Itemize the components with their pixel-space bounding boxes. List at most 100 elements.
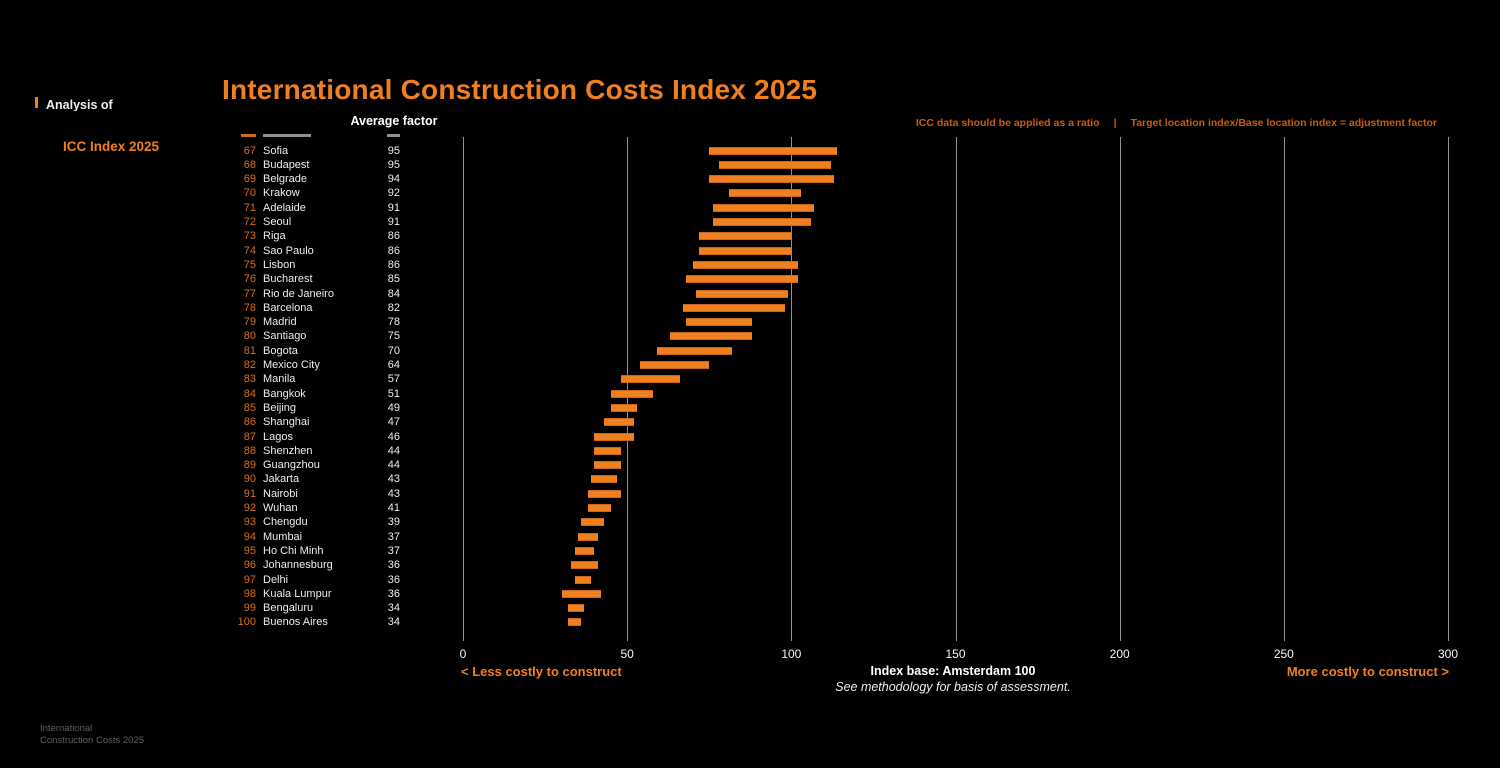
average-factor-value: 91	[387, 216, 400, 228]
index-base-note: Index base: Amsterdam 100 See methodolog…	[835, 664, 1071, 694]
city-label: Beijing	[263, 401, 297, 414]
city-label: Chengdu	[263, 516, 308, 529]
range-bar-ho-chi-minh	[574, 546, 595, 555]
range-bar-krakow	[728, 189, 802, 198]
city-label: Manila	[263, 373, 296, 386]
list-row-87: 87 Lagos 46	[220, 430, 400, 444]
city-label: Delhi	[263, 573, 289, 586]
range-bar-rio-de-janeiro	[696, 289, 789, 298]
rank-label: 100	[237, 616, 256, 629]
x-tick-label-150: 150	[945, 647, 966, 661]
city-label: Lagos	[263, 430, 293, 443]
range-bar-madrid	[686, 318, 752, 327]
list-row-74: 74 Sao Paulo 86	[220, 244, 400, 258]
list-row-80: 80 Santiago 75	[220, 329, 400, 343]
range-bar-buenos-aires	[568, 618, 582, 627]
average-factor-value: 44	[387, 459, 400, 472]
range-bar-chengdu	[581, 518, 605, 527]
rank-label: 91	[243, 487, 256, 500]
rank-label: 71	[243, 201, 256, 214]
range-bar-riga	[699, 232, 792, 241]
average-factor-value: 41	[387, 502, 400, 515]
range-bar-adelaide	[712, 203, 815, 212]
rank-label: 97	[243, 573, 256, 586]
range-bar-wuhan	[587, 504, 611, 513]
methodology-text: See methodology for basis of assessment.	[835, 680, 1071, 694]
city-label: Mexico City	[263, 359, 320, 372]
city-label: Bucharest	[263, 273, 313, 286]
x-tick-label-250: 250	[1273, 647, 1294, 661]
list-row-93: 93 Chengdu 39	[220, 515, 400, 529]
average-factor-value: 84	[387, 287, 400, 300]
average-factor-value: 64	[387, 359, 400, 372]
city-label: Johannesburg	[263, 559, 333, 572]
sidebar-section: Analysis of	[35, 96, 113, 111]
icc-index-chart: 0 50 100 150 200 250 300	[460, 137, 1458, 661]
range-bar-sao-paulo	[699, 246, 792, 255]
range-bar-delhi	[574, 575, 592, 584]
average-factor-value: 36	[387, 559, 400, 572]
rank-label: 92	[243, 502, 256, 515]
list-row-89: 89 Guangzhou 44	[220, 458, 400, 472]
city-label: Bangkok	[263, 387, 306, 400]
list-row-96: 96 Johannesburg 36	[220, 558, 400, 572]
city-label: Santiago	[263, 330, 307, 343]
city-label: Barcelona	[263, 301, 313, 314]
gridline-0	[463, 137, 464, 641]
average-factor-value: 86	[387, 244, 400, 257]
rank-label: 70	[243, 187, 256, 200]
rank-label: 68	[243, 158, 256, 171]
average-factor-value: 47	[387, 416, 400, 429]
average-factor-value: 70	[387, 344, 400, 357]
gridline-150	[955, 137, 957, 641]
rank-label: 77	[243, 287, 256, 300]
average-factor-value: 37	[387, 530, 400, 543]
sidebar-tick-icon	[35, 97, 38, 108]
list-row-100: 100 Buenos Aires 34	[220, 615, 400, 629]
range-bar-mexico-city	[640, 361, 710, 370]
rank-label: 83	[243, 373, 256, 386]
city-label: Adelaide	[263, 201, 306, 214]
range-bar-nairobi	[587, 489, 621, 498]
gridline-300	[1448, 137, 1449, 641]
list-row-86: 86 Shanghai 47	[220, 415, 400, 429]
city-label: Buenos Aires	[263, 616, 328, 629]
average-factor-value: 34	[387, 602, 400, 615]
clipped-row-remnant	[263, 134, 311, 137]
range-bar-seoul	[712, 218, 812, 226]
rank-label: 79	[243, 316, 256, 329]
city-label: Madrid	[263, 316, 297, 329]
list-row-92: 92 Wuhan 41	[220, 501, 400, 515]
average-factor-value: 36	[387, 573, 400, 586]
clipped-row-remnant	[387, 134, 400, 137]
sidebar-item-icc-index-2025[interactable]: ICC Index 2025	[63, 139, 160, 154]
list-row-78: 78 Barcelona 82	[220, 301, 400, 315]
average-factor-value: 51	[387, 387, 400, 400]
rank-label: 96	[243, 559, 256, 572]
rank-label: 81	[243, 344, 256, 357]
list-row-72: 72 Seoul 91	[220, 215, 400, 229]
rank-label: 99	[243, 602, 256, 615]
city-label: Wuhan	[263, 502, 298, 515]
rank-label: 85	[243, 401, 256, 414]
list-row-69: 69 Belgrade 94	[220, 172, 400, 186]
average-factor-value: 91	[387, 201, 400, 214]
rank-label: 75	[243, 258, 256, 271]
rank-label: 78	[243, 301, 256, 314]
rank-label: 67	[243, 144, 256, 157]
range-bar-bucharest	[686, 275, 798, 284]
range-bar-sofia	[709, 146, 838, 155]
city-label: Guangzhou	[263, 459, 320, 472]
city-label: Jakarta	[263, 473, 300, 486]
list-row-95: 95 Ho Chi Minh 37	[220, 544, 400, 558]
list-row-90: 90 Jakarta 43	[220, 472, 400, 486]
list-row-83: 83 Manila 57	[220, 372, 400, 386]
average-factor-value: 44	[387, 444, 400, 457]
gridline-100	[791, 137, 793, 641]
list-row-99: 99 Bengaluru 34	[220, 601, 400, 615]
x-tick-label-50: 50	[620, 647, 634, 661]
range-bar-bengaluru	[568, 604, 585, 613]
usage-note-ratio: ICC data should be applied as a ratio	[915, 117, 1100, 129]
list-row-75: 75 Lisbon 86	[220, 258, 400, 272]
rank-label: 74	[243, 244, 256, 257]
